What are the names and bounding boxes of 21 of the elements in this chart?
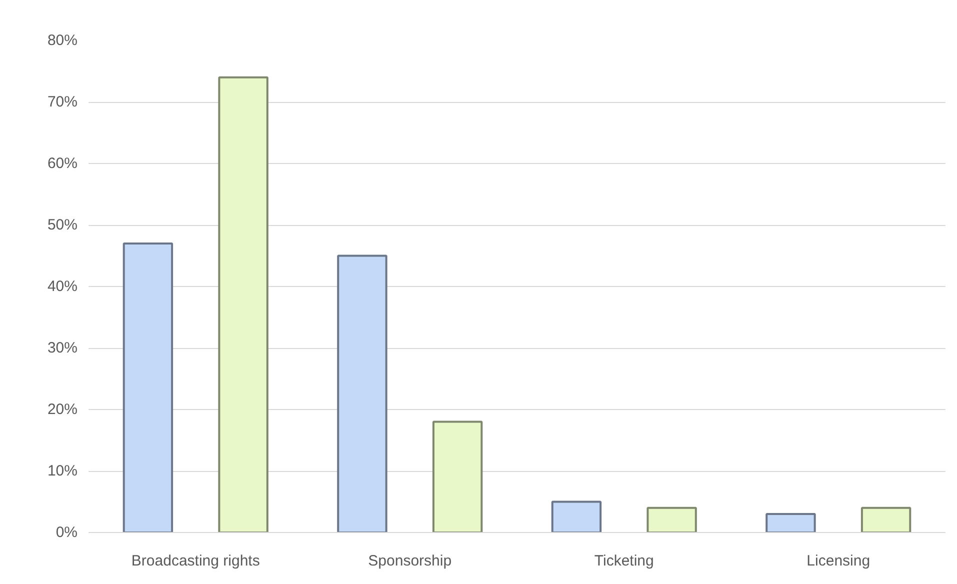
x-tick-label: Ticketing <box>594 552 654 570</box>
bar <box>122 242 174 532</box>
y-tick-label: 20% <box>47 401 78 418</box>
y-tick-label: 60% <box>47 155 78 172</box>
y-tick-label: 0% <box>56 524 78 541</box>
bar <box>646 506 697 532</box>
bar <box>766 513 816 532</box>
bar <box>337 254 388 532</box>
y-tick-label: 80% <box>47 32 78 49</box>
bar <box>432 420 483 532</box>
x-tick-label: Licensing <box>806 552 870 570</box>
bar <box>218 76 268 532</box>
bar <box>551 500 602 532</box>
x-tick-label: Broadcasting rights <box>131 552 260 570</box>
y-tick-label: 50% <box>47 216 78 234</box>
y-tick-label: 10% <box>47 462 78 480</box>
bar <box>860 506 912 532</box>
y-tick-label: 70% <box>47 94 78 110</box>
x-tick-label: Sponsorship <box>368 552 452 570</box>
y-tick-label: 30% <box>47 340 78 356</box>
y-tick-label: 40% <box>47 278 78 295</box>
